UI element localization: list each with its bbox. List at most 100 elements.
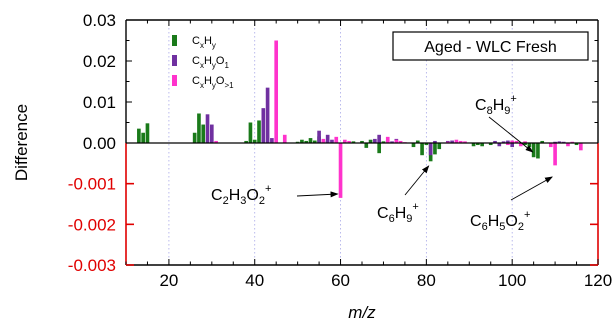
bar-cxhyo-1 xyxy=(347,140,351,143)
bar-cxhy xyxy=(424,143,429,146)
x-tick-label: 120 xyxy=(584,271,612,290)
bar-cxhyo1 xyxy=(373,138,377,143)
bar-cxhy xyxy=(300,139,304,143)
bar-cxhyo-1 xyxy=(458,140,463,143)
bar-cxhy xyxy=(437,143,442,150)
legend-label: CxHyO1 xyxy=(192,55,229,70)
y-tick-label-upper: 0.02 xyxy=(83,52,116,71)
bar-cxhy xyxy=(137,128,141,143)
bar-cxhy xyxy=(244,140,248,143)
bar-cxhyo1 xyxy=(428,143,433,156)
bar-cxhyo1 xyxy=(265,87,270,143)
bar-cxhy xyxy=(536,143,540,159)
bar-cxhyo-1 xyxy=(398,140,403,143)
bar-cxhy xyxy=(527,143,532,148)
annotation-arrow xyxy=(404,165,430,196)
annotation-arrow xyxy=(510,176,553,201)
labels-layer: 20 40 60 80 100 120 0.00 0.01 0.02 0.03 -0.001 -0.0… xyxy=(68,11,612,290)
bar-cxhyo-1 xyxy=(510,140,515,143)
bar-cxhy xyxy=(257,120,261,143)
bar-cxhy xyxy=(476,143,480,146)
bar-cxhy xyxy=(377,143,381,154)
annotation-arrow xyxy=(296,191,339,198)
bar-cxhyo-1 xyxy=(570,141,575,143)
bar-cxhyo1 xyxy=(377,134,381,143)
x-tick-label: 100 xyxy=(498,271,526,290)
bar-cxhy xyxy=(488,143,493,146)
bar-cxhy xyxy=(145,123,150,143)
bar-cxhyo1 xyxy=(390,141,394,143)
x-tick-label: 40 xyxy=(245,271,264,290)
annotation-box-frame xyxy=(392,31,589,61)
bar-cxhy xyxy=(197,113,201,143)
bar-cxhyo1 xyxy=(209,124,214,143)
legend-swatch xyxy=(172,55,177,66)
legend: CxHy CxHyO1 CxHyO>1 xyxy=(172,35,234,90)
bar-cxhy xyxy=(471,143,476,147)
bar-cxhy xyxy=(411,143,416,148)
bar-cxhyo1 xyxy=(501,141,506,143)
bar-cxhyo1 xyxy=(506,140,510,143)
annotation-box: Aged - WLC Fresh xyxy=(392,31,589,61)
bar-cxhyo-1 xyxy=(514,140,519,143)
bar-cxhyo-1 xyxy=(445,141,450,143)
bar-cxhy xyxy=(252,139,257,143)
bar-cxhy xyxy=(415,140,420,143)
grid-layer xyxy=(168,20,513,265)
bar-cxhy xyxy=(312,140,317,143)
annotation-label: C6H9+ xyxy=(377,201,419,225)
bar-cxhyo-1 xyxy=(579,143,583,151)
legend-label: CxHy xyxy=(192,35,216,50)
bar-cxhyo1 xyxy=(493,140,497,143)
bar-cxhyo-1 xyxy=(338,143,343,198)
annotations: C2H3O2+ C6H9+ C6H5O2+ C8H9+ xyxy=(211,93,553,233)
y-tick-label-lower: -0.001 xyxy=(68,175,116,194)
bar-cxhyo1 xyxy=(261,108,266,143)
y-tick-label-upper: 0.00 xyxy=(83,134,116,153)
bar-cxhyo-1 xyxy=(548,143,553,148)
bar-cxhyo1 xyxy=(317,130,321,143)
bar-cxhyo1 xyxy=(497,143,502,147)
bar-cxhy xyxy=(295,141,300,143)
y-tick-label-upper: 0.01 xyxy=(83,93,116,112)
bar-cxhyo-1 xyxy=(385,136,390,143)
y-tick-label-lower: -0.003 xyxy=(68,256,116,275)
bar-cxhyo1 xyxy=(553,141,557,143)
bar-cxhyo-1 xyxy=(523,141,527,143)
x-axis-title: m/z xyxy=(348,303,376,322)
bar-cxhy xyxy=(420,143,424,156)
bar-cxhy xyxy=(381,141,386,143)
x-tick-label: 20 xyxy=(159,271,178,290)
x-tick-label: 60 xyxy=(331,271,350,290)
bar-cxhyo-1 xyxy=(566,143,570,147)
bar-cxhyo-1 xyxy=(553,143,557,166)
bar-cxhyo-1 xyxy=(214,140,218,143)
axes-layer xyxy=(125,19,599,266)
bars-layer xyxy=(137,40,583,198)
bar-cxhy xyxy=(192,132,197,143)
bar-cxhy xyxy=(304,140,309,143)
bar-cxhyo-1 xyxy=(463,141,467,143)
bar-cxhy xyxy=(360,140,364,143)
bar-cxhyo-1 xyxy=(334,136,339,143)
bar-cxhyo1 xyxy=(205,114,210,143)
bar-cxhyo1 xyxy=(330,139,334,143)
bar-cxhyo1 xyxy=(450,140,454,143)
bar-cxhyo-1 xyxy=(394,139,399,143)
bar-cxhyo1 xyxy=(557,141,562,143)
bar-cxhyo-1 xyxy=(274,40,279,143)
annotation-box-label: Aged - WLC Fresh xyxy=(424,39,556,56)
bar-cxhy xyxy=(248,122,253,143)
bar-cxhy xyxy=(540,140,545,143)
bar-cxhy xyxy=(531,143,536,158)
bar-cxhyo-1 xyxy=(282,134,287,143)
annotation-arrow xyxy=(488,116,534,153)
bar-cxhy xyxy=(368,139,373,143)
bar-cxhyo-1 xyxy=(321,138,326,143)
bar-cxhyo1 xyxy=(433,140,437,143)
bar-cxhy xyxy=(574,143,579,146)
bar-cxhyo-1 xyxy=(454,139,459,143)
y-tick-label-lower: -0.002 xyxy=(68,215,116,234)
x-tick-label: 80 xyxy=(417,271,436,290)
